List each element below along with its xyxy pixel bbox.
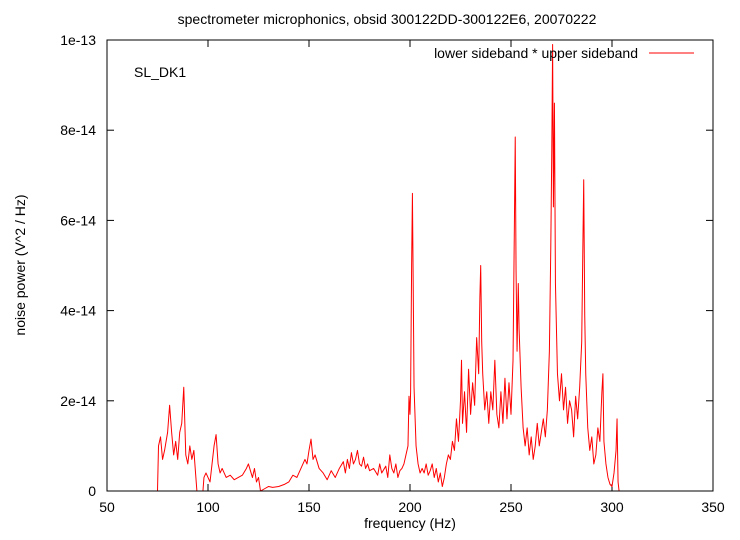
y-tick-label: 8e-14 (60, 122, 96, 138)
x-tick-label: 150 (297, 499, 321, 515)
x-tick-label: 100 (196, 499, 220, 515)
plot-frame (106, 39, 714, 492)
chart-title: spectrometer microphonics, obsid 300122D… (178, 11, 597, 27)
y-tick-label: 4e-14 (60, 303, 96, 319)
y-tick-label: 2e-14 (60, 393, 96, 409)
annotation-label: SL_DK1 (134, 64, 186, 80)
x-tick-label: 300 (600, 499, 624, 515)
x-tick-label: 350 (701, 499, 725, 515)
series-line (107, 44, 713, 492)
y-tick-label: 0 (88, 483, 96, 499)
y-axis-label: noise power (V^2 / Hz) (12, 194, 28, 335)
tick-labels: 50 100 150 200 250 300 350 0 2e-14 4e-14 6e-14 8e-1… (60, 32, 725, 515)
x-tick-label: 50 (99, 499, 115, 515)
legend-entry-label: lower sideband * upper sideband (434, 45, 638, 61)
x-tick-label: 200 (398, 499, 422, 515)
legend: lower sideband * upper sideband (434, 45, 694, 61)
y-tick-label: 6e-14 (60, 212, 96, 228)
y-tick-label: 1e-13 (60, 32, 96, 48)
x-axis-label: frequency (Hz) (364, 515, 456, 531)
x-tick-label: 250 (499, 499, 523, 515)
